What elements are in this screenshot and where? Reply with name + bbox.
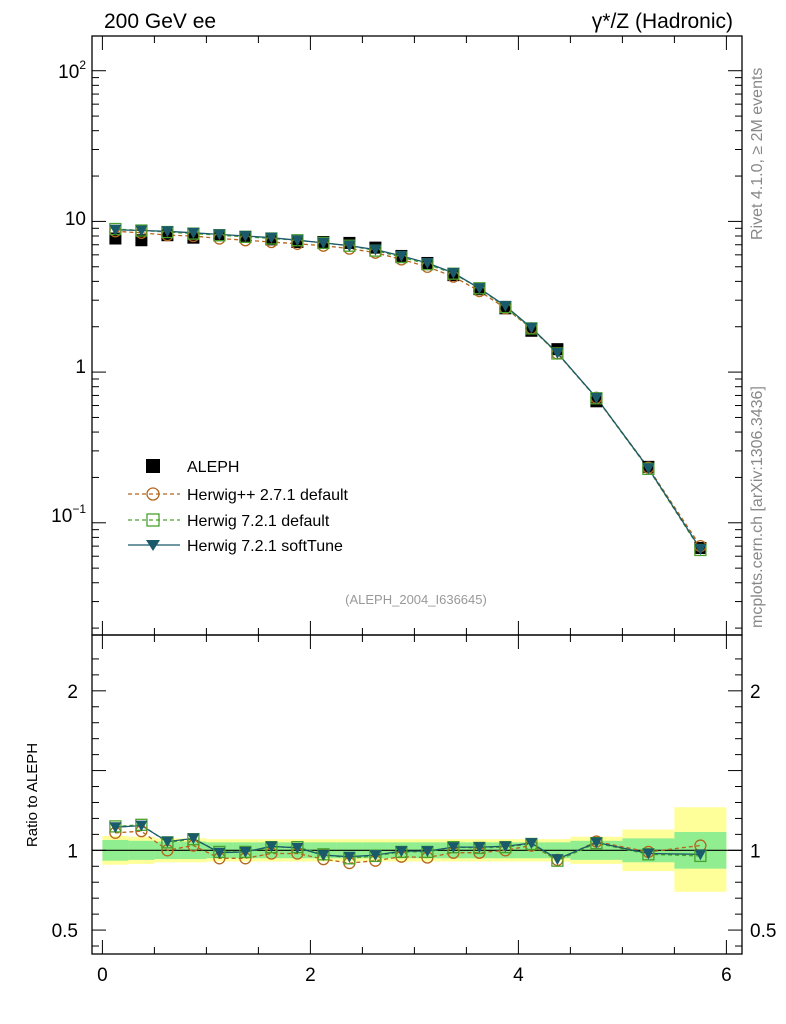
- main-point-herwig_soft: [291, 235, 304, 247]
- main-y-tick-labels: 102 10 1 10−1: [51, 58, 86, 527]
- main-point-herwig_soft: [395, 250, 408, 262]
- ratio-point-herwig_soft: [109, 822, 122, 834]
- ratio-point-herwig_soft: [161, 836, 174, 848]
- main-point-herwig_soft: [369, 244, 382, 256]
- main-point-herwig_soft: [473, 283, 486, 295]
- main-point-herwig_soft: [187, 227, 200, 239]
- ratio-point-herwig_soft: [590, 837, 603, 849]
- header-left: 200 GeV ee: [104, 10, 216, 33]
- main-point-herwig_soft: [447, 267, 460, 279]
- ratio-y-tick-label-right-2: 2: [750, 682, 761, 703]
- main-point-herwig_soft: [343, 240, 356, 252]
- y-tick-label-10: 10: [65, 209, 86, 230]
- ratio-point-herwig_soft: [239, 846, 252, 858]
- rivet-label: Rivet 4.1.0, ≥ 2M events: [749, 68, 766, 240]
- legend: ALEPH Herwig++ 2.7.1 default Herwig 7.2.…: [128, 459, 349, 555]
- x-tick-label-0: 0: [97, 965, 108, 986]
- main-point-herwig_soft: [525, 322, 538, 334]
- ratio-point-herwig_soft: [265, 841, 278, 853]
- main-point-herwig_soft: [135, 225, 148, 237]
- legend-marker-herwig-soft: [146, 540, 160, 551]
- header-right: γ*/Z (Hadronic): [592, 10, 733, 33]
- ratio-point-herwig_soft: [421, 846, 434, 858]
- ratio-ylabel: Ratio to ALEPH: [24, 743, 41, 847]
- y-tick-label-100: 102: [58, 58, 86, 83]
- legend-marker-herwigpp: [146, 487, 160, 501]
- ratio-point-herwig_soft: [135, 820, 148, 832]
- ratio-point-herwig_soft: [694, 849, 707, 861]
- axes-ticks: [92, 36, 742, 954]
- y-tick-label-1: 1: [75, 357, 86, 378]
- y-tick-label-0.1: 10−1: [51, 502, 86, 527]
- tick-labels: 0 2 4 6 2 2 1 1 0.5 0.5: [52, 682, 777, 986]
- ratio-frame: [91, 634, 743, 955]
- ratio-point-herwig_soft: [395, 846, 408, 858]
- x-tick-label-6: 6: [721, 965, 732, 986]
- ratio-point-herwig_soft: [213, 847, 226, 859]
- ratio-y-tick-label-right-1: 1: [750, 841, 761, 862]
- main-point-herwig_soft: [694, 543, 707, 555]
- main-point-herwig_soft: [642, 463, 655, 475]
- ratio-point-herwig_soft: [187, 833, 200, 845]
- main-point-herwig_soft: [551, 347, 564, 359]
- ratio-point-herwig_soft: [551, 854, 564, 866]
- legend-marker-herwig-default: [146, 513, 160, 527]
- main-point-herwig_soft: [265, 232, 278, 244]
- legend-herwig-soft: Herwig 7.2.1 softTune: [187, 538, 343, 555]
- ratio-point-herwig_soft: [317, 850, 330, 862]
- ratio-point-herwig_soft: [473, 842, 486, 854]
- legend-herwig-default: Herwig 7.2.1 default: [187, 513, 330, 530]
- legend-aleph: ALEPH: [187, 459, 239, 476]
- analysis-label: (ALEPH_2004_I636645): [345, 592, 487, 607]
- ratio-y-tick-label-left-1: 1: [67, 841, 78, 862]
- ratio-point-herwig_soft: [369, 850, 382, 862]
- main-point-herwig_soft: [213, 229, 226, 241]
- main-point-herwig_soft: [590, 392, 603, 404]
- y-tick-label-0.1-exp: −1: [72, 502, 86, 516]
- main-point-herwig_soft: [317, 237, 330, 249]
- main-point-herwig_soft: [109, 224, 122, 236]
- ratio-point-herwig_soft: [343, 851, 356, 863]
- main-point-herwig_soft: [499, 300, 512, 312]
- ratio-y-tick-label-right-0.5: 0.5: [750, 921, 776, 942]
- mcplots-label: mcplots.cern.ch [arXiv:1306.3436]: [749, 386, 766, 628]
- legend-marker-aleph: [146, 459, 160, 473]
- main-point-herwig_soft: [421, 257, 434, 269]
- ratio-point-herwig_soft: [447, 842, 460, 854]
- main-point-herwig_soft: [239, 231, 252, 243]
- ratio-point-herwig_soft: [499, 841, 512, 853]
- ratio-point-herwig_soft: [642, 848, 655, 860]
- ratio-y-tick-label-left-0.5: 0.5: [52, 921, 78, 942]
- series-markers: [109, 222, 707, 870]
- ratio-point-herwig_soft: [525, 838, 538, 850]
- x-tick-label-2: 2: [305, 965, 316, 986]
- x-tick-label-4: 4: [513, 965, 524, 986]
- y-tick-label-100-exp: 2: [79, 58, 86, 72]
- ratio-point-herwig_soft: [291, 842, 304, 854]
- ratio-y-tick-label-left-2: 2: [67, 682, 78, 703]
- legend-herwigpp: Herwig++ 2.7.1 default: [187, 487, 349, 504]
- main-point-herwig_soft: [161, 226, 174, 238]
